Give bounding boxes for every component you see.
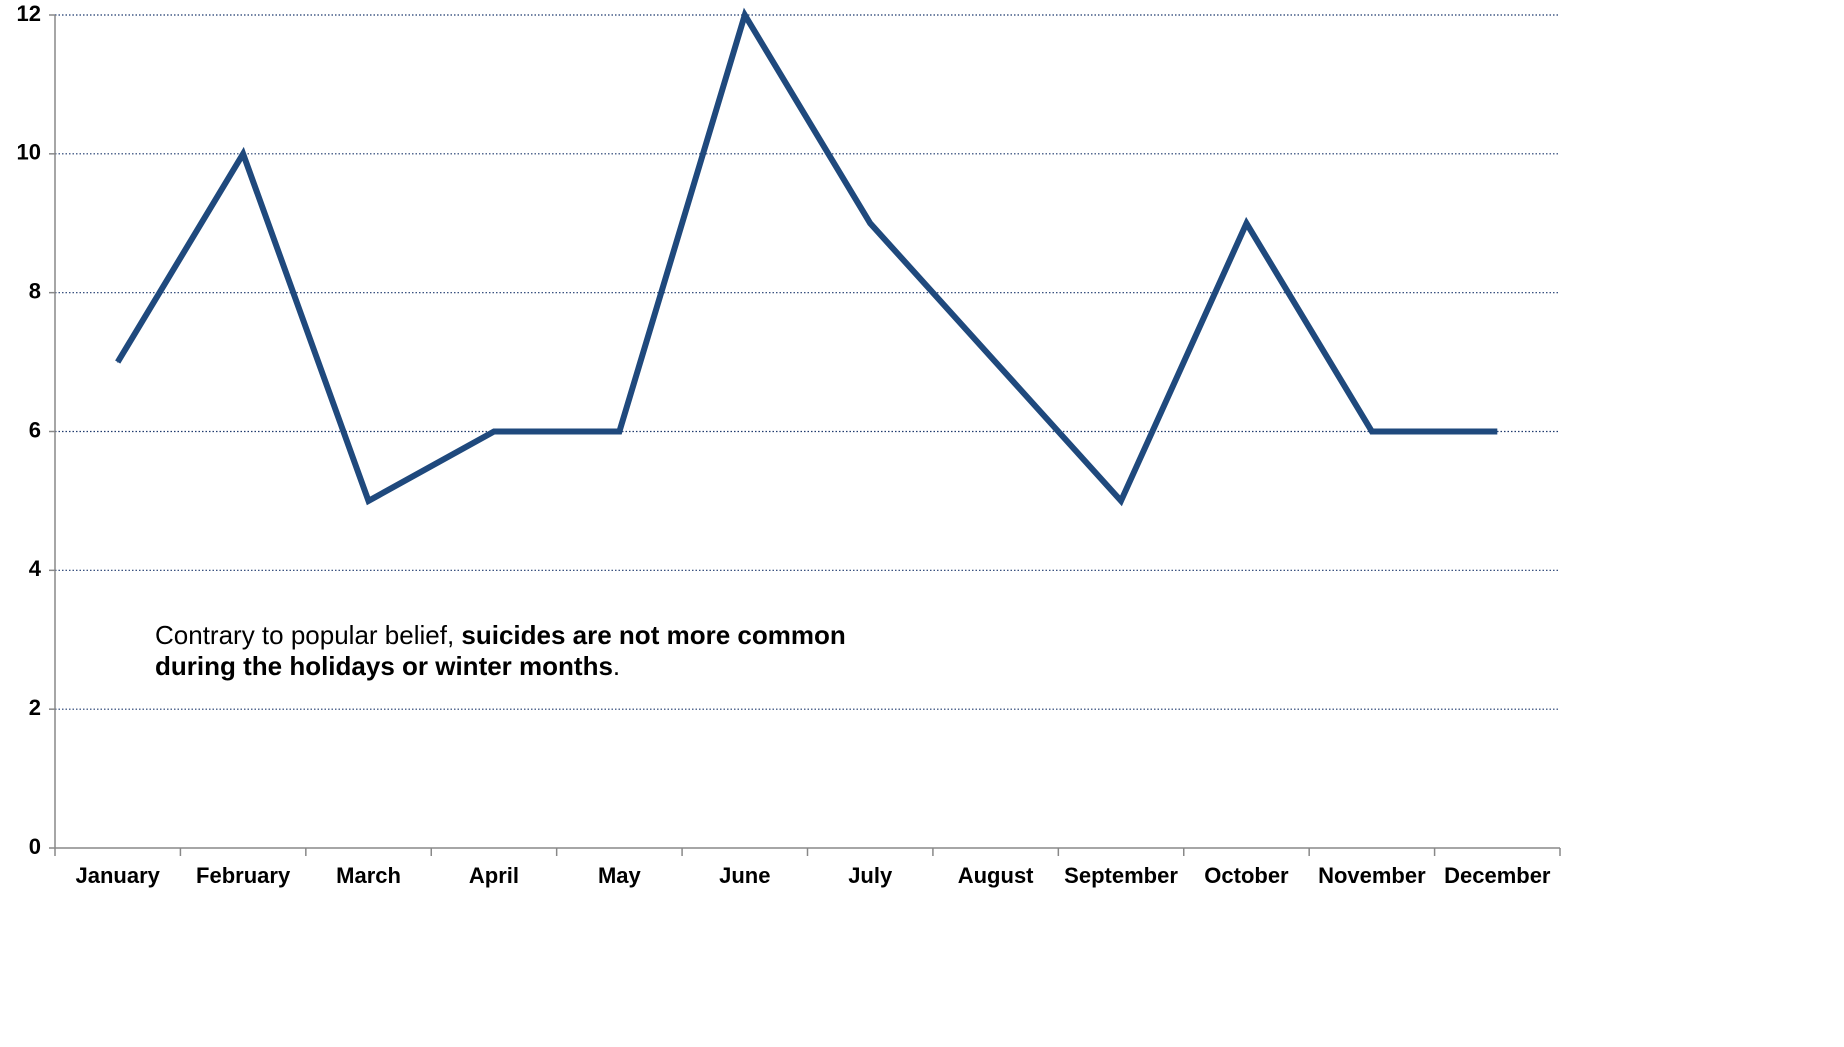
- y-tick-label: 4: [29, 556, 42, 581]
- data-point-august: [995, 361, 997, 363]
- y-tick-label: 10: [17, 140, 41, 165]
- x-tick-label-january: January: [76, 863, 161, 888]
- data-point-december: [1496, 431, 1498, 432]
- data-point-october: [1245, 222, 1247, 224]
- x-tick-label-august: August: [958, 863, 1034, 888]
- x-tick-label-september: September: [1064, 863, 1178, 888]
- annotation-bold-line1: suicides are not more common: [461, 620, 846, 650]
- x-tick-label-february: February: [196, 863, 291, 888]
- data-point-july: [869, 222, 871, 224]
- x-tick-label-december: December: [1444, 863, 1551, 888]
- annotation-suffix: .: [612, 651, 621, 681]
- x-tick-labels: January February March April May June July Augu…: [76, 863, 1551, 888]
- x-tick-label-october: October: [1204, 863, 1289, 888]
- data-point-november: [1371, 431, 1373, 432]
- data-point-february: [242, 153, 244, 155]
- x-tick-label-june: June: [719, 863, 770, 888]
- chart-annotation: Contrary to popular belief, suicides are…: [155, 620, 955, 682]
- annotation-bold-line2: during the holidays or winter months: [155, 651, 613, 681]
- y-tick-label: 2: [29, 695, 41, 720]
- y-tick-label: 8: [29, 278, 41, 303]
- y-tick-labels: 0 2 4 6 8 10 12: [17, 1, 42, 859]
- data-point-june: [744, 14, 746, 16]
- x-tick-label-april: April: [469, 863, 519, 888]
- series-line-0: [115, 7, 1498, 507]
- data-point-april: [493, 431, 495, 432]
- axes: [49, 14, 1561, 856]
- x-tick-label-july: July: [848, 863, 893, 888]
- annotation-prefix: Contrary to popular belief,: [155, 620, 462, 650]
- data-point-september: [1120, 500, 1122, 502]
- data-point-march: [368, 500, 370, 502]
- series-layer: [115, 7, 1498, 507]
- data-point-january: [117, 361, 119, 363]
- y-tick-label: 0: [29, 834, 41, 859]
- data-point-may: [618, 431, 620, 432]
- x-tick-label-november: November: [1318, 863, 1426, 888]
- x-tick-label-may: May: [598, 863, 642, 888]
- y-tick-label: 12: [17, 1, 41, 26]
- gridlines: [55, 14, 1560, 710]
- y-tick-label: 6: [29, 417, 41, 442]
- x-tick-label-march: March: [336, 863, 401, 888]
